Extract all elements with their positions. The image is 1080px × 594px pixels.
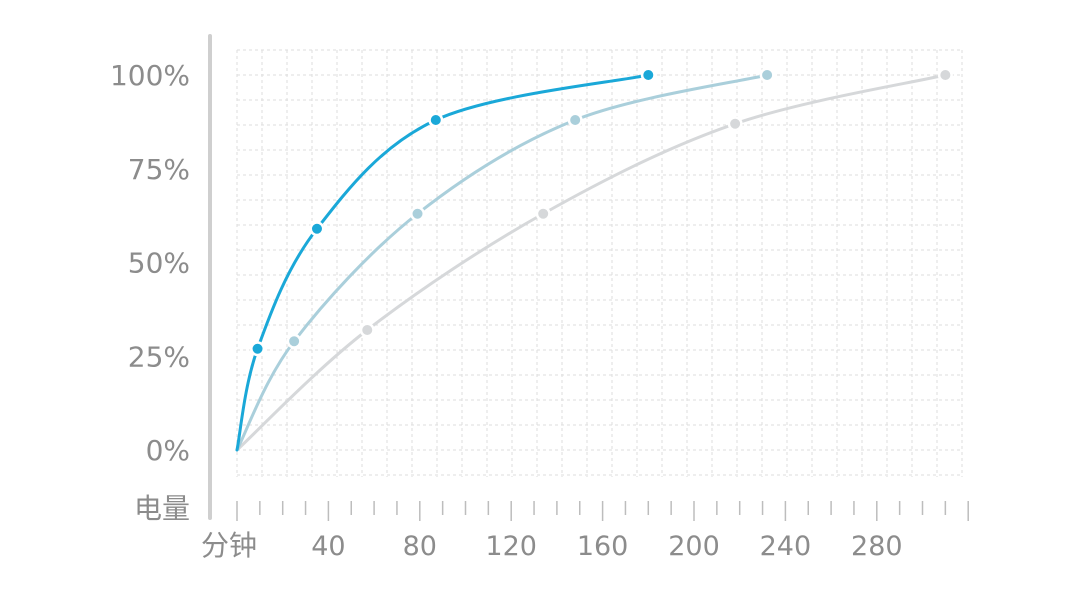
data-point (730, 118, 741, 129)
y-tick-label: 0% (146, 434, 190, 467)
y-tick-label: 75% (128, 153, 190, 186)
y-tick-label: 50% (128, 247, 190, 280)
data-point (940, 70, 951, 80)
x-tick-label: 280 (851, 531, 903, 562)
data-point (538, 208, 549, 219)
data-point (430, 115, 441, 125)
x-tick-label: 200 (668, 531, 720, 562)
x-tick-label: 40 (311, 531, 345, 562)
series (235, 67, 953, 452)
data-point (362, 325, 373, 335)
y-tick-label: 25% (128, 340, 190, 373)
x-tick-label: 120 (485, 531, 537, 562)
data-point (252, 343, 263, 354)
x-tick-labels: 40 80 120 160 200 240 280 (311, 531, 902, 562)
grid (236, 49, 963, 477)
data-point (762, 70, 773, 80)
data-point (289, 336, 300, 347)
y-tick-labels: 0% 25% 50% 75% 100% (110, 59, 190, 467)
x-tick-label: 80 (403, 531, 437, 562)
data-point (311, 223, 322, 234)
x-axis-label: 分钟 (201, 529, 257, 562)
y-tick-label: 100% (110, 59, 190, 92)
data-point (412, 208, 423, 219)
data-point (570, 115, 581, 125)
y-axis-label: 电量 (134, 492, 190, 525)
series-line (235, 73, 769, 452)
data-point (643, 70, 654, 80)
x-tick-label: 240 (760, 531, 812, 562)
series-line (235, 73, 947, 452)
series-line (235, 73, 650, 452)
x-tick-label: 160 (577, 531, 629, 562)
x-axis-ruler (236, 501, 969, 521)
